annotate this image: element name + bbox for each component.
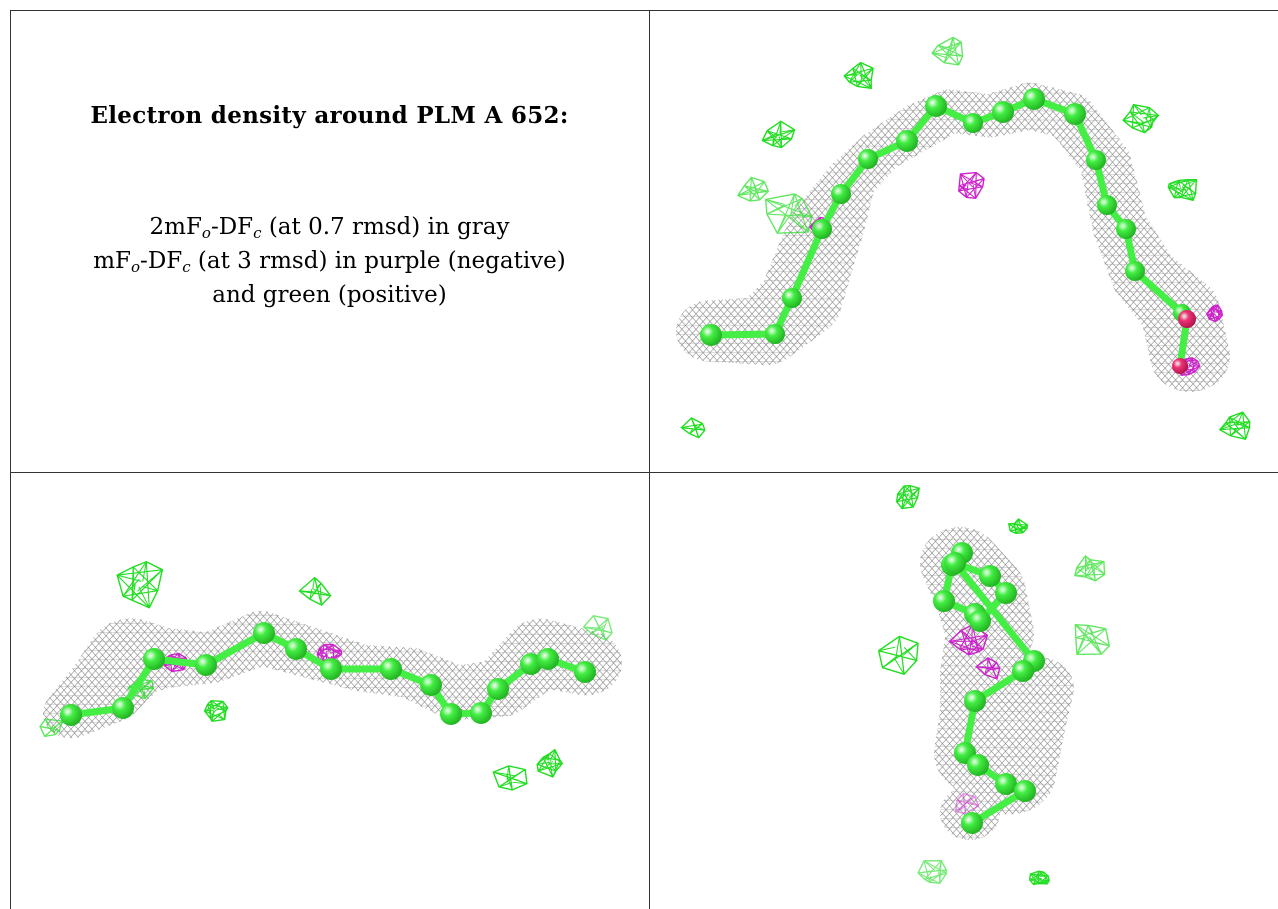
carbon-atom xyxy=(1125,261,1145,281)
carbon-atom xyxy=(143,648,165,670)
legend-description: 2mFo-DFc (at 0.7 rmsd) in gray mFo-DFc (… xyxy=(10,210,649,312)
carbon-atom xyxy=(60,704,82,726)
bond xyxy=(951,559,1038,665)
molecule-view-extended xyxy=(39,560,622,791)
carbon-atom xyxy=(1064,103,1086,125)
carbon-atom xyxy=(700,324,722,346)
positive-density-blob xyxy=(931,36,964,66)
positive-density-blob xyxy=(582,615,613,641)
carbon-atom xyxy=(969,610,991,632)
carbon-atom xyxy=(195,654,217,676)
carbon-atom xyxy=(1012,660,1034,682)
carbon-atom xyxy=(992,101,1014,123)
positive-density-blob xyxy=(895,484,920,510)
carbon-atom xyxy=(858,149,878,169)
carbon-atom xyxy=(964,690,986,712)
palmitate-chain xyxy=(933,542,1045,834)
positive-density-blob xyxy=(843,61,874,90)
bond xyxy=(1131,267,1186,317)
divider-vertical xyxy=(649,10,650,909)
positive-density-blob xyxy=(536,748,564,778)
positive-density-blob xyxy=(761,120,796,149)
legend-panel: Electron density around PLM A 652: 2mFo-… xyxy=(10,10,649,472)
carbon-atom xyxy=(765,324,785,344)
positive-density-blob xyxy=(1074,623,1111,656)
oxygen-atom xyxy=(574,661,596,683)
bond xyxy=(788,225,826,302)
oxygen-atom xyxy=(1172,358,1188,374)
legend-line-colors: and green (positive) xyxy=(212,282,447,308)
carbon-atom xyxy=(487,678,509,700)
carbon-atom xyxy=(1116,219,1136,239)
carbon-atom xyxy=(963,113,983,133)
view-bottom-right xyxy=(650,473,1278,909)
oxygen-atom xyxy=(1178,310,1196,328)
divider-horizontal xyxy=(10,472,1278,473)
legend-line-2fofc: 2mFo-DFc (at 0.7 rmsd) in gray xyxy=(149,214,510,242)
positive-density-blob xyxy=(492,765,528,791)
negative-density-blob xyxy=(954,792,980,815)
negative-density-blob xyxy=(975,657,1001,680)
carbon-atom xyxy=(380,658,402,680)
molecule-view-end-on xyxy=(877,484,1111,886)
oxygen-atom xyxy=(961,812,983,834)
positive-density-blob xyxy=(116,560,164,609)
negative-density-blob xyxy=(1205,304,1224,323)
positive-density-blob xyxy=(203,699,229,723)
carbon-atom xyxy=(1097,195,1117,215)
carbon-atom xyxy=(420,674,442,696)
negative-density-blob xyxy=(958,171,985,200)
border-top xyxy=(10,10,1278,11)
palmitate-chain xyxy=(60,622,596,726)
positive-density-blob xyxy=(298,576,332,606)
positive-density-blob xyxy=(1167,178,1198,202)
carbon-atom xyxy=(253,622,275,644)
positive-density-blob xyxy=(39,718,64,738)
carbon-atom xyxy=(925,95,947,117)
carbon-atom xyxy=(1023,88,1045,110)
carbon-atom xyxy=(995,582,1017,604)
carbon-atom xyxy=(112,697,134,719)
carbon-atom xyxy=(1014,780,1036,802)
legend-title: Electron density around PLM A 652: xyxy=(90,102,569,129)
positive-density-blob xyxy=(1122,103,1160,134)
carbon-atom xyxy=(944,552,966,574)
carbon-atom xyxy=(933,590,955,612)
bond xyxy=(202,629,268,669)
oxygen-atom xyxy=(537,648,559,670)
molecule-view-arched xyxy=(676,36,1251,441)
carbon-atom xyxy=(812,219,832,239)
carbon-atom xyxy=(782,288,802,308)
positive-density-blob xyxy=(764,193,813,234)
positive-density-blob xyxy=(1007,518,1029,534)
carbon-atom xyxy=(1086,150,1106,170)
carbon-atom xyxy=(831,184,851,204)
legend-line-fofc: mFo-DFc (at 3 rmsd) in purple (negative) xyxy=(93,248,566,276)
carbon-atom xyxy=(896,130,918,152)
carbon-atom xyxy=(285,638,307,660)
positive-density-blob xyxy=(1074,555,1106,582)
positive-density-blob xyxy=(736,176,770,202)
positive-density-blob xyxy=(1028,870,1050,886)
palmitate-chain xyxy=(700,88,1196,374)
carbon-atom xyxy=(470,702,492,724)
carbon-atom xyxy=(440,703,462,725)
view-bottom-left xyxy=(11,473,649,909)
carbon-atom xyxy=(979,565,1001,587)
positive-density-blob xyxy=(917,859,948,885)
carbon-atom xyxy=(320,658,342,680)
view-top-right xyxy=(650,11,1278,472)
positive-density-blob xyxy=(680,417,706,439)
positive-density-blob xyxy=(877,635,919,676)
carbon-atom xyxy=(995,773,1017,795)
carbon-atom xyxy=(520,653,542,675)
border-left xyxy=(10,10,11,909)
carbon-atom xyxy=(967,754,989,776)
positive-density-blob xyxy=(1218,411,1251,441)
